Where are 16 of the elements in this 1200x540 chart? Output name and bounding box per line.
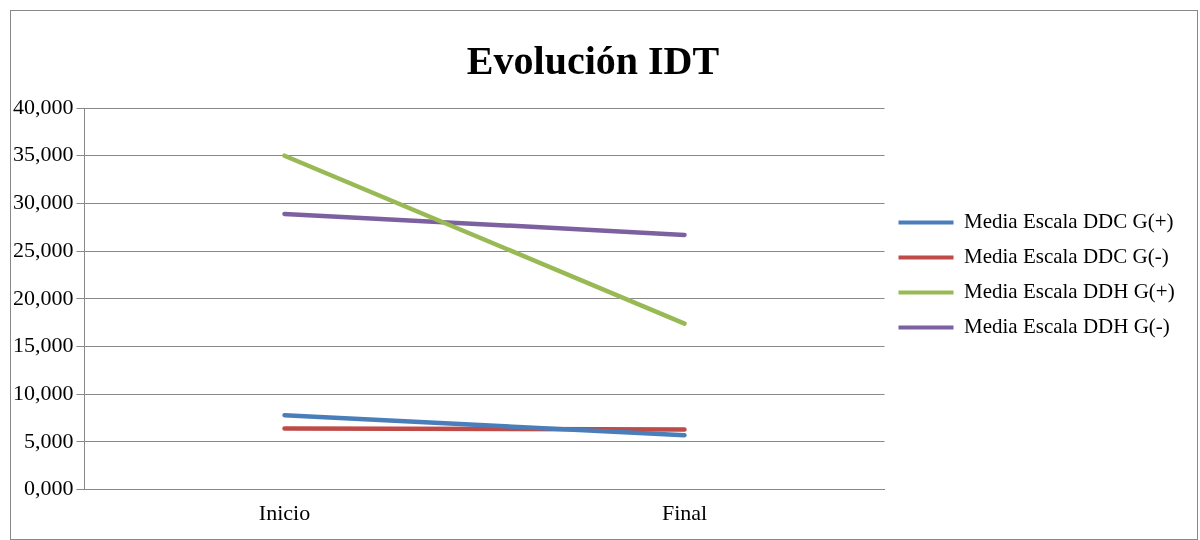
y-tick-label: 20,000 (13, 284, 74, 310)
y-tick-label: 10,000 (13, 379, 74, 405)
x-tick-label: Final (661, 499, 708, 525)
y-tick-label: 40,000 (13, 93, 74, 119)
y-tick-label: 5,000 (24, 427, 74, 453)
x-tick-label: Inicio (258, 499, 311, 525)
legend-label: Media Escala DDC G(+) (964, 209, 1174, 234)
y-tick-label: 35,000 (13, 141, 74, 167)
legend-label: Media Escala DDC G(-) (964, 244, 1169, 269)
chart-title: Evolución IDT (466, 38, 720, 84)
y-tick-label: 0,000 (24, 475, 74, 501)
y-tick-label: 15,000 (13, 332, 74, 358)
y-tick-label: 25,000 (13, 236, 74, 262)
legend-label: Media Escala DDH G(-) (964, 314, 1170, 339)
y-tick-label: 30,000 (13, 189, 74, 215)
legend-label: Media Escala DDH G(+) (964, 279, 1175, 304)
